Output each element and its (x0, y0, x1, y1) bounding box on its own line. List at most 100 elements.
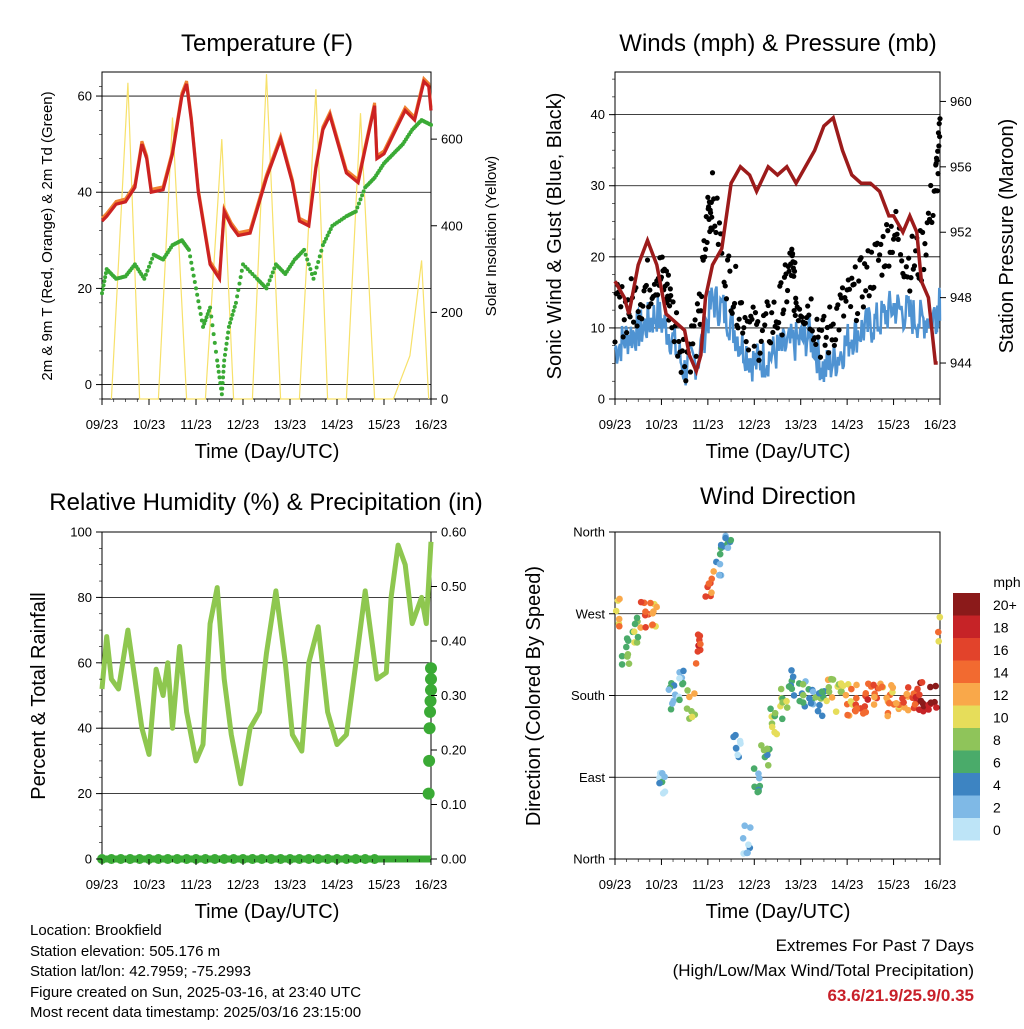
dewpoint-point (208, 305, 213, 310)
dewpoint-point (100, 287, 105, 292)
gust-point (793, 295, 799, 301)
direction-point (615, 615, 623, 623)
dewpoint-point (219, 392, 224, 397)
gust-point (789, 246, 795, 252)
legend-label: 0 (993, 822, 1001, 838)
direction-point (904, 706, 912, 714)
humidity-ytick-label: 20 (78, 786, 92, 801)
gust-point (937, 116, 943, 122)
gust-point (899, 258, 905, 264)
direction-point (915, 706, 923, 713)
temperature-marks (100, 74, 433, 400)
humidity-ytick-label: 80 (78, 590, 92, 605)
gust-point (806, 312, 812, 318)
gust-point (769, 310, 775, 316)
winds-ytick-right-label: 960 (950, 94, 972, 109)
station-info: Location: Brookfield Station elevation: … (30, 921, 361, 1024)
direction-point (754, 788, 761, 796)
direction-point (716, 560, 724, 568)
dewpoint-point (232, 304, 237, 309)
gust-point (830, 321, 836, 327)
gust-point (620, 334, 626, 340)
direction-point (691, 690, 698, 697)
gust-point (825, 350, 832, 356)
precip-point (125, 854, 136, 864)
direction-point (916, 691, 923, 699)
winds-xlabel: Time (Day/UTC) (706, 441, 851, 463)
dewpoint-point (229, 316, 234, 321)
direction-point (919, 699, 927, 707)
gust-point (667, 286, 673, 292)
direction-point (783, 697, 790, 705)
dewpoint-point (186, 247, 191, 252)
dewpoint-point (237, 281, 242, 286)
direction-point (625, 660, 633, 667)
direction-point (871, 693, 878, 701)
gust-point (627, 314, 633, 320)
winds-marks (612, 114, 943, 386)
gust-point (922, 241, 928, 247)
dewpoint-point (103, 275, 108, 280)
direction-point (746, 824, 754, 831)
gust-point (722, 283, 728, 289)
gust-point (906, 255, 912, 261)
gust-point (934, 188, 940, 194)
precip-point (425, 684, 437, 697)
gust-point (889, 249, 896, 255)
direction-point (853, 694, 860, 702)
direction-point (918, 679, 926, 686)
gust-point (634, 323, 640, 329)
gust-point (936, 143, 942, 149)
dewpoint-point (233, 300, 238, 305)
legend-label: 8 (993, 732, 1001, 748)
direction-point (724, 544, 732, 552)
gust-point (851, 281, 857, 287)
gust-point (866, 293, 872, 299)
gust-point (733, 263, 739, 269)
gust-point (694, 301, 701, 307)
direction-point (844, 680, 852, 688)
gust-point (709, 170, 716, 176)
winds-chart: Winds (mph) & Pressure (mb) 0 10 20 30 40 944… (544, 30, 1018, 463)
gust-point (936, 121, 942, 127)
dewpoint-point (205, 312, 210, 317)
precip-point (162, 854, 173, 864)
direction-point (771, 728, 778, 736)
direction-ylabel: Direction (Colored By Speed) (523, 566, 545, 826)
gust-point (778, 280, 784, 286)
direction-point (865, 680, 872, 688)
gust-point (664, 281, 670, 287)
humidity-ytick-right-label: 0.40 (441, 634, 466, 649)
dewpoint-point (320, 243, 325, 248)
legend-title: mph (993, 574, 1020, 590)
gust-point (836, 327, 842, 333)
direction-ytick-label: East (579, 770, 605, 785)
winds-xtick-label: 15/23 (877, 417, 910, 432)
gust-point (735, 325, 741, 331)
gust-point (791, 268, 798, 274)
direction-point (807, 699, 815, 707)
precip-point (256, 854, 267, 864)
direction-point (658, 769, 666, 777)
gust-point (745, 347, 752, 353)
direction-point (799, 681, 807, 688)
dewpoint-point (189, 260, 194, 265)
gust-point (671, 338, 677, 345)
gust-point (879, 272, 885, 278)
direction-point (659, 789, 667, 797)
humidity-xtick-label: 13/23 (274, 877, 307, 892)
precip-point (115, 854, 126, 864)
dewpoint-point (221, 375, 226, 380)
dewpoint-point (235, 294, 240, 299)
gust-point (792, 312, 798, 319)
gust-point (827, 304, 833, 310)
gust-point (799, 314, 805, 320)
temperature-xtick-label: 09/23 (86, 417, 119, 432)
direction-title: Wind Direction (700, 483, 856, 510)
direction-point (936, 613, 944, 621)
humidity-ytick-label: 40 (78, 721, 92, 736)
direction-point (832, 708, 840, 715)
winds-ytick-right-label: 948 (950, 290, 972, 305)
direction-point (716, 550, 724, 558)
dewpoint-point (201, 324, 206, 329)
